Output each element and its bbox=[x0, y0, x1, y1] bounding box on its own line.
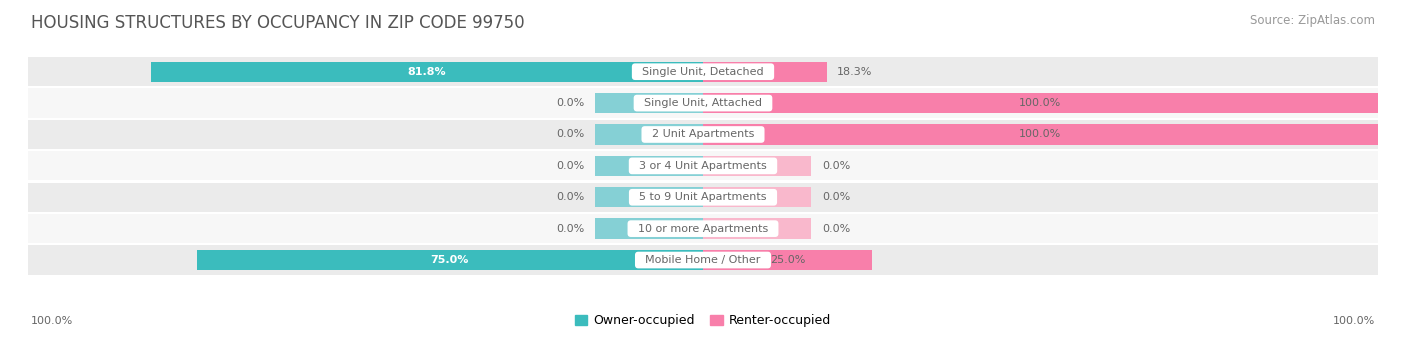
Bar bbox=[28, 57, 1378, 86]
Text: Single Unit, Attached: Single Unit, Attached bbox=[637, 98, 769, 108]
Bar bbox=[28, 120, 1378, 149]
Bar bbox=[703, 219, 811, 239]
Text: 0.0%: 0.0% bbox=[555, 161, 585, 171]
Bar bbox=[703, 156, 811, 176]
Bar bbox=[28, 183, 1378, 212]
Text: 0.0%: 0.0% bbox=[821, 161, 851, 171]
Text: 0.0%: 0.0% bbox=[821, 224, 851, 234]
Text: 3 or 4 Unit Apartments: 3 or 4 Unit Apartments bbox=[633, 161, 773, 171]
Bar bbox=[28, 151, 1378, 181]
Bar bbox=[703, 124, 1378, 145]
Bar bbox=[595, 124, 703, 145]
Text: 2 Unit Apartments: 2 Unit Apartments bbox=[645, 130, 761, 140]
Text: 0.0%: 0.0% bbox=[555, 130, 585, 140]
Text: 0.0%: 0.0% bbox=[555, 192, 585, 202]
Text: 100.0%: 100.0% bbox=[1333, 316, 1375, 327]
Text: 75.0%: 75.0% bbox=[430, 255, 470, 265]
Bar bbox=[595, 219, 703, 239]
Legend: Owner-occupied, Renter-occupied: Owner-occupied, Renter-occupied bbox=[569, 309, 837, 332]
Text: 5 to 9 Unit Apartments: 5 to 9 Unit Apartments bbox=[633, 192, 773, 202]
Bar bbox=[703, 187, 811, 208]
Bar bbox=[595, 187, 703, 208]
Text: 25.0%: 25.0% bbox=[769, 255, 806, 265]
Text: 18.3%: 18.3% bbox=[838, 67, 873, 77]
Bar bbox=[595, 93, 703, 113]
Bar bbox=[28, 214, 1378, 243]
Bar bbox=[703, 93, 1378, 113]
Text: 100.0%: 100.0% bbox=[31, 316, 73, 327]
Bar bbox=[197, 250, 703, 270]
Text: Source: ZipAtlas.com: Source: ZipAtlas.com bbox=[1250, 14, 1375, 27]
Bar bbox=[28, 246, 1378, 275]
Text: 0.0%: 0.0% bbox=[821, 192, 851, 202]
Text: 0.0%: 0.0% bbox=[555, 98, 585, 108]
Text: Mobile Home / Other: Mobile Home / Other bbox=[638, 255, 768, 265]
Text: 100.0%: 100.0% bbox=[1019, 98, 1062, 108]
Bar bbox=[703, 62, 827, 82]
Text: Single Unit, Detached: Single Unit, Detached bbox=[636, 67, 770, 77]
Bar bbox=[150, 62, 703, 82]
Text: 100.0%: 100.0% bbox=[1019, 130, 1062, 140]
Bar bbox=[28, 89, 1378, 118]
Text: 10 or more Apartments: 10 or more Apartments bbox=[631, 224, 775, 234]
Text: 0.0%: 0.0% bbox=[555, 224, 585, 234]
Text: 81.8%: 81.8% bbox=[408, 67, 446, 77]
Text: HOUSING STRUCTURES BY OCCUPANCY IN ZIP CODE 99750: HOUSING STRUCTURES BY OCCUPANCY IN ZIP C… bbox=[31, 14, 524, 32]
Bar bbox=[703, 250, 872, 270]
Bar bbox=[595, 156, 703, 176]
